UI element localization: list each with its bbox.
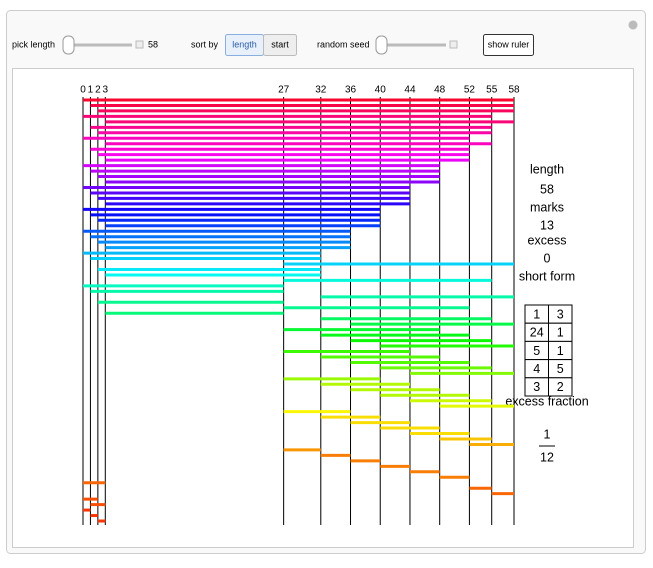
random-seed-slider[interactable] [375,35,388,55]
fraction-denominator: 12 [540,450,554,464]
table-value: 5 [557,362,564,376]
table-value: 1 [557,344,564,358]
options-icon[interactable] [628,20,638,30]
table-value: 3 [533,380,540,394]
table-value: 5 [533,344,540,358]
mark-label: 32 [315,85,327,96]
mark-label: 40 [375,85,387,96]
mark-label: 27 [278,85,290,96]
table-value: 2 [557,380,564,394]
mark-label: 48 [434,85,446,96]
pick-length-value: 58 [148,39,158,49]
info-label: length [530,162,564,176]
sort-by-label: sort by [191,39,219,49]
expand-button[interactable] [135,40,144,49]
mark-label: 1 [88,85,94,96]
info-panel: length 58 marks 13 excess 0 short form e… [505,162,588,464]
expand-button[interactable] [449,40,458,49]
info-label: excess [528,233,567,247]
info-label: excess fraction [505,394,588,408]
sort-start-label: start [271,39,289,49]
info-label: marks [530,200,564,214]
show-ruler-label: show ruler [488,39,530,49]
mark-label: 0 [80,85,86,96]
info-value: 0 [544,251,551,265]
sort-start-button[interactable] [263,34,297,56]
mark-label: 52 [464,85,476,96]
table-value: 1 [557,326,564,340]
sort-length-label: length [232,39,257,49]
info-value: 13 [540,218,554,232]
random-seed-label: random seed [317,39,370,49]
info-value: 58 [540,182,554,196]
mark-label: 3 [103,85,109,96]
mark-label: 58 [508,85,520,96]
table-value: 24 [530,326,544,340]
pick-length-slider[interactable] [62,35,75,55]
table-cell [548,377,573,397]
show-ruler-button[interactable] [483,34,534,56]
mark-label: 55 [486,85,498,96]
table-value: 1 [533,307,540,321]
mark-label: 44 [404,85,416,96]
table-value: 4 [533,362,540,376]
table-value: 3 [557,307,564,321]
mark-label: 2 [95,85,101,96]
mark-label: 36 [345,85,357,96]
fraction-numerator: 1 [544,427,551,441]
pick-length-label: pick length [12,39,55,49]
info-label: short form [519,269,575,283]
